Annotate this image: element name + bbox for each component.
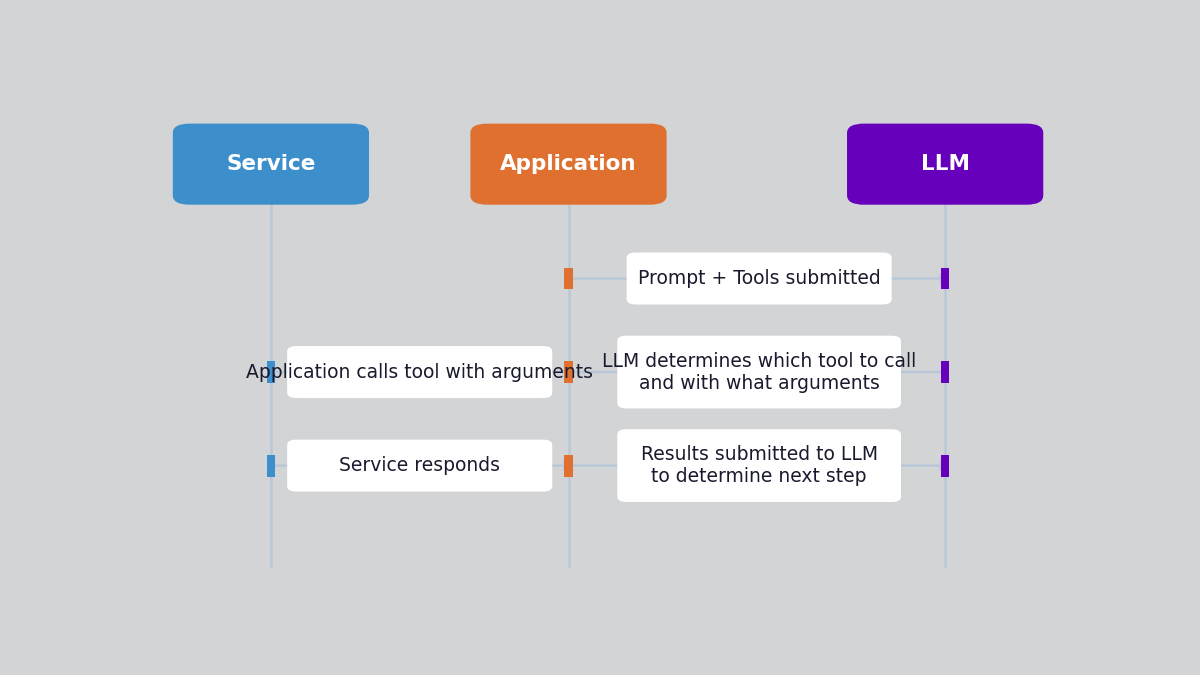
FancyBboxPatch shape <box>287 439 552 491</box>
FancyBboxPatch shape <box>941 361 949 383</box>
FancyBboxPatch shape <box>617 335 901 408</box>
FancyBboxPatch shape <box>626 252 892 304</box>
Text: LLM determines which tool to call
and with what arguments: LLM determines which tool to call and wi… <box>602 352 917 393</box>
Text: Prompt + Tools submitted: Prompt + Tools submitted <box>637 269 881 288</box>
FancyBboxPatch shape <box>287 346 552 398</box>
Text: Service responds: Service responds <box>340 456 500 475</box>
FancyBboxPatch shape <box>266 455 275 477</box>
Text: Application calls tool with arguments: Application calls tool with arguments <box>246 362 593 381</box>
FancyBboxPatch shape <box>617 429 901 502</box>
FancyBboxPatch shape <box>941 455 949 477</box>
FancyBboxPatch shape <box>266 361 275 383</box>
FancyBboxPatch shape <box>941 267 949 290</box>
FancyBboxPatch shape <box>847 124 1043 205</box>
Text: LLM: LLM <box>920 154 970 174</box>
FancyBboxPatch shape <box>173 124 370 205</box>
Text: Results submitted to LLM
to determine next step: Results submitted to LLM to determine ne… <box>641 445 877 486</box>
FancyBboxPatch shape <box>564 455 572 477</box>
FancyBboxPatch shape <box>564 455 572 477</box>
FancyBboxPatch shape <box>564 267 572 290</box>
Text: Application: Application <box>500 154 637 174</box>
FancyBboxPatch shape <box>470 124 667 205</box>
FancyBboxPatch shape <box>564 361 572 383</box>
Text: Service: Service <box>227 154 316 174</box>
FancyBboxPatch shape <box>564 361 572 383</box>
